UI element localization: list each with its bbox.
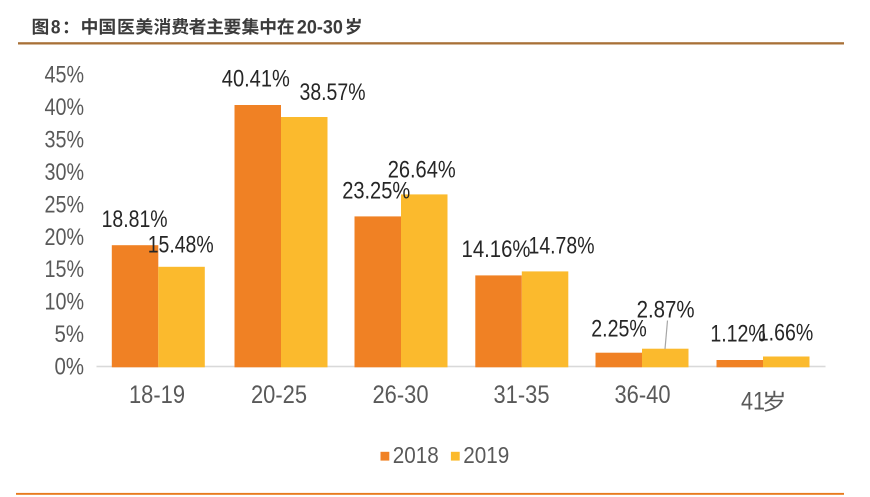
svg-text:15.48%: 15.48%	[148, 231, 214, 258]
svg-text:2019: 2019	[463, 442, 509, 468]
svg-text:15%: 15%	[45, 256, 85, 283]
svg-text:36-40: 36-40	[615, 381, 671, 409]
svg-text:2018: 2018	[393, 442, 439, 468]
svg-text:10%: 10%	[45, 289, 85, 316]
svg-text:23.25%: 23.25%	[342, 177, 410, 204]
svg-text:14.78%: 14.78%	[529, 233, 595, 260]
svg-text:35%: 35%	[45, 127, 85, 154]
svg-text:40.41%: 40.41%	[222, 66, 290, 93]
svg-text:20-30: 20-30	[297, 17, 343, 39]
svg-text:20%: 20%	[45, 224, 85, 251]
svg-text:26-30: 26-30	[373, 381, 429, 409]
svg-text:18.81%: 18.81%	[102, 206, 168, 233]
svg-text:18-19: 18-19	[129, 381, 185, 409]
svg-text:1.12%: 1.12%	[710, 320, 766, 347]
svg-text:20-25: 20-25	[251, 381, 307, 409]
svg-text:25%: 25%	[45, 191, 85, 218]
svg-text:1.66%: 1.66%	[758, 320, 814, 347]
svg-text:2.87%: 2.87%	[637, 296, 695, 323]
svg-text:5%: 5%	[55, 321, 85, 348]
svg-text:45%: 45%	[45, 62, 85, 89]
svg-text:30%: 30%	[45, 159, 85, 186]
svg-text:26.64%: 26.64%	[388, 156, 456, 183]
svg-text:2.25%: 2.25%	[591, 316, 647, 343]
svg-text:41: 41	[741, 388, 765, 416]
svg-text:40%: 40%	[45, 94, 85, 121]
svg-text:8: 8	[51, 17, 61, 39]
svg-text:38.57%: 38.57%	[300, 79, 366, 106]
svg-text:0%: 0%	[55, 354, 85, 381]
svg-text:31-35: 31-35	[494, 381, 550, 409]
svg-text:14.16%: 14.16%	[462, 236, 531, 263]
